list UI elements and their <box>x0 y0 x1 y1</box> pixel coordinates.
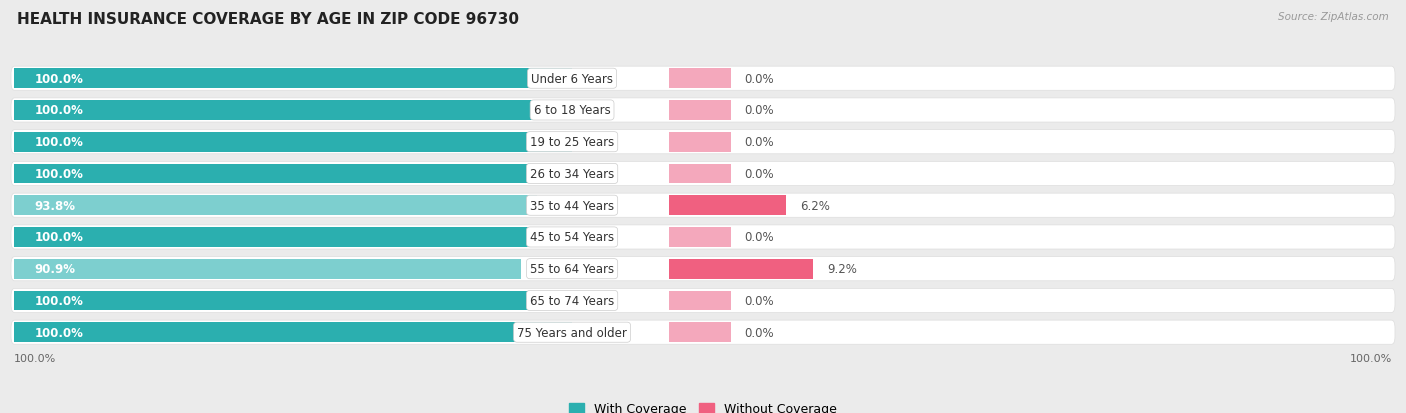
Bar <box>14 323 572 342</box>
Text: 93.8%: 93.8% <box>35 199 76 212</box>
FancyBboxPatch shape <box>11 225 1395 249</box>
Bar <box>14 69 572 89</box>
Bar <box>668 323 731 342</box>
Text: 0.0%: 0.0% <box>744 73 773 85</box>
Text: 0.0%: 0.0% <box>744 326 773 339</box>
Text: 100.0%: 100.0% <box>14 354 56 363</box>
Text: 100.0%: 100.0% <box>35 104 83 117</box>
Bar <box>14 101 572 121</box>
Bar <box>14 196 537 216</box>
Text: 35 to 44 Years: 35 to 44 Years <box>530 199 614 212</box>
Text: 45 to 54 Years: 45 to 54 Years <box>530 231 614 244</box>
Text: 90.9%: 90.9% <box>35 263 76 275</box>
Text: 75 Years and older: 75 Years and older <box>517 326 627 339</box>
Text: 0.0%: 0.0% <box>744 104 773 117</box>
Text: 0.0%: 0.0% <box>744 136 773 149</box>
Text: 0.0%: 0.0% <box>744 168 773 180</box>
FancyBboxPatch shape <box>11 289 1395 313</box>
Bar <box>14 133 572 152</box>
Text: 100.0%: 100.0% <box>35 326 83 339</box>
Text: 100.0%: 100.0% <box>35 73 83 85</box>
Text: HEALTH INSURANCE COVERAGE BY AGE IN ZIP CODE 96730: HEALTH INSURANCE COVERAGE BY AGE IN ZIP … <box>17 12 519 27</box>
FancyBboxPatch shape <box>11 162 1395 186</box>
Bar <box>668 196 786 216</box>
Bar <box>14 259 522 279</box>
Bar <box>668 164 731 184</box>
Text: 100.0%: 100.0% <box>35 294 83 307</box>
Bar <box>668 101 731 121</box>
Text: 55 to 64 Years: 55 to 64 Years <box>530 263 614 275</box>
Bar <box>668 69 731 89</box>
Text: 6.2%: 6.2% <box>800 199 830 212</box>
FancyBboxPatch shape <box>11 194 1395 218</box>
Text: 9.2%: 9.2% <box>827 263 856 275</box>
FancyBboxPatch shape <box>11 320 1395 344</box>
Text: 6 to 18 Years: 6 to 18 Years <box>534 104 610 117</box>
FancyBboxPatch shape <box>11 131 1395 154</box>
Text: 100.0%: 100.0% <box>35 136 83 149</box>
Text: 65 to 74 Years: 65 to 74 Years <box>530 294 614 307</box>
Bar <box>668 259 813 279</box>
Bar <box>14 291 572 311</box>
Bar <box>668 133 731 152</box>
Text: 0.0%: 0.0% <box>744 231 773 244</box>
FancyBboxPatch shape <box>11 257 1395 281</box>
Bar <box>668 228 731 247</box>
Text: Under 6 Years: Under 6 Years <box>531 73 613 85</box>
Text: Source: ZipAtlas.com: Source: ZipAtlas.com <box>1278 12 1389 22</box>
Text: 100.0%: 100.0% <box>35 168 83 180</box>
Text: 100.0%: 100.0% <box>1350 354 1392 363</box>
FancyBboxPatch shape <box>11 99 1395 123</box>
Bar <box>14 228 572 247</box>
Text: 19 to 25 Years: 19 to 25 Years <box>530 136 614 149</box>
Text: 100.0%: 100.0% <box>35 231 83 244</box>
Legend: With Coverage, Without Coverage: With Coverage, Without Coverage <box>564 397 842 413</box>
FancyBboxPatch shape <box>11 67 1395 91</box>
Text: 26 to 34 Years: 26 to 34 Years <box>530 168 614 180</box>
Bar <box>668 291 731 311</box>
Text: 0.0%: 0.0% <box>744 294 773 307</box>
Bar <box>14 164 572 184</box>
